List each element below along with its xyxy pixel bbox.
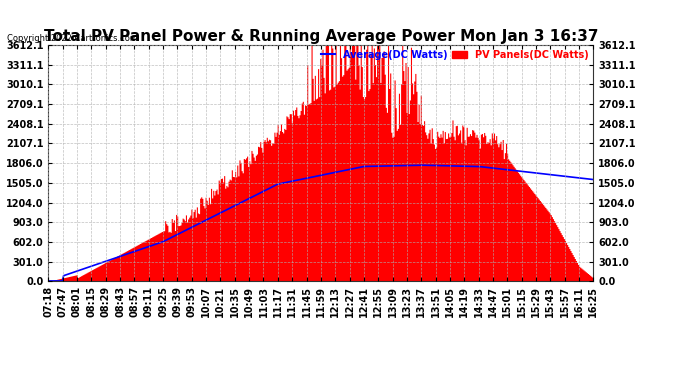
Title: Total PV Panel Power & Running Average Power Mon Jan 3 16:37: Total PV Panel Power & Running Average P… bbox=[43, 29, 598, 44]
Text: Copyright 2022 Cartronics.com: Copyright 2022 Cartronics.com bbox=[7, 34, 138, 43]
Legend: Average(DC Watts), PV Panels(DC Watts): Average(DC Watts), PV Panels(DC Watts) bbox=[321, 50, 589, 60]
